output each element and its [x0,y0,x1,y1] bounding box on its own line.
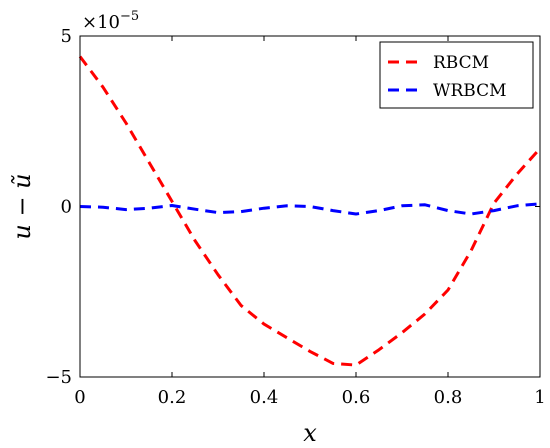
x-axis-label: x [303,419,317,447]
x-tick-label: 0.8 [434,387,463,408]
y-multiplier-label: ×10−5 [82,9,139,33]
y-tick-label: 5 [61,26,72,47]
x-tick-label: 0.2 [158,387,187,408]
legend-box [379,41,534,109]
x-tick-label: 1 [534,387,545,408]
y-tick-label: 0 [61,197,72,218]
series-line-wrbcm [79,202,541,216]
series-line-rbcm [78,55,542,367]
legend-label-wrbcm: WRBCM [433,81,507,101]
legend: RBCM WRBCM [379,41,534,109]
y-multiplier-exponent: −5 [120,9,139,24]
legend-label-rbcm: RBCM [433,53,489,73]
x-tick-label: 0.4 [250,387,279,408]
y-tick-label: −5 [45,367,72,388]
y-axis-label: u − ũ [8,173,36,239]
series-layer [78,55,542,367]
x-tick-label: 0.6 [342,387,371,408]
plot-frame [79,35,541,378]
labels-layer: 0 0.2 0.4 0.6 0.8 1−505×10−5xu − ũ [8,9,546,447]
x-tick-label: 0 [74,387,85,408]
